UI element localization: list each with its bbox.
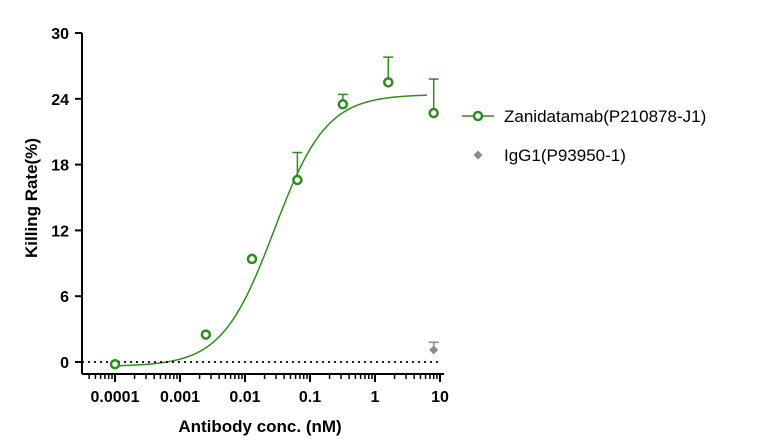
fit-curve-layer xyxy=(114,94,428,367)
legend-label: IgG1(P93950-1) xyxy=(504,146,626,165)
x-tick-label: 0.01 xyxy=(229,389,260,406)
data-point xyxy=(200,329,212,340)
data-point xyxy=(383,77,394,88)
legend-label: Zanidatamab(P210878-J1) xyxy=(504,107,706,126)
axes: 0 6 12 18 24 30 0.0001 0.001 0.01 0.1 1 10 xyxy=(51,26,449,406)
data-point xyxy=(246,253,258,265)
y-tick-label: 30 xyxy=(51,26,69,43)
y-tick-label: 18 xyxy=(51,158,69,175)
x-tick-label: 10 xyxy=(431,389,449,406)
data-marks xyxy=(109,56,439,370)
x-tick-label: 0.1 xyxy=(299,389,321,406)
data-point xyxy=(292,174,303,186)
y-tick-label: 24 xyxy=(51,92,69,109)
fit-curve xyxy=(114,94,428,367)
y-tick-label: 6 xyxy=(60,289,69,306)
legend-marker xyxy=(472,110,484,122)
x-tick-label: 1 xyxy=(371,389,380,406)
legend-marker xyxy=(473,150,483,160)
data-point xyxy=(109,358,121,370)
x-tick-label: 0.001 xyxy=(160,389,200,406)
y-axis-title: Killing Rate(%) xyxy=(22,138,41,258)
y-tick-label: 12 xyxy=(51,223,69,240)
x-axis-title: Antibody conc. (nM) xyxy=(178,417,341,436)
data-point xyxy=(428,107,439,119)
x-tick-label: 0.0001 xyxy=(91,389,140,406)
data-point xyxy=(429,345,439,355)
y-tick-label: 0 xyxy=(60,355,69,372)
data-point xyxy=(337,99,349,110)
legend: Zanidatamab(P210878-J1) IgG1(P93950-1) xyxy=(462,107,706,165)
